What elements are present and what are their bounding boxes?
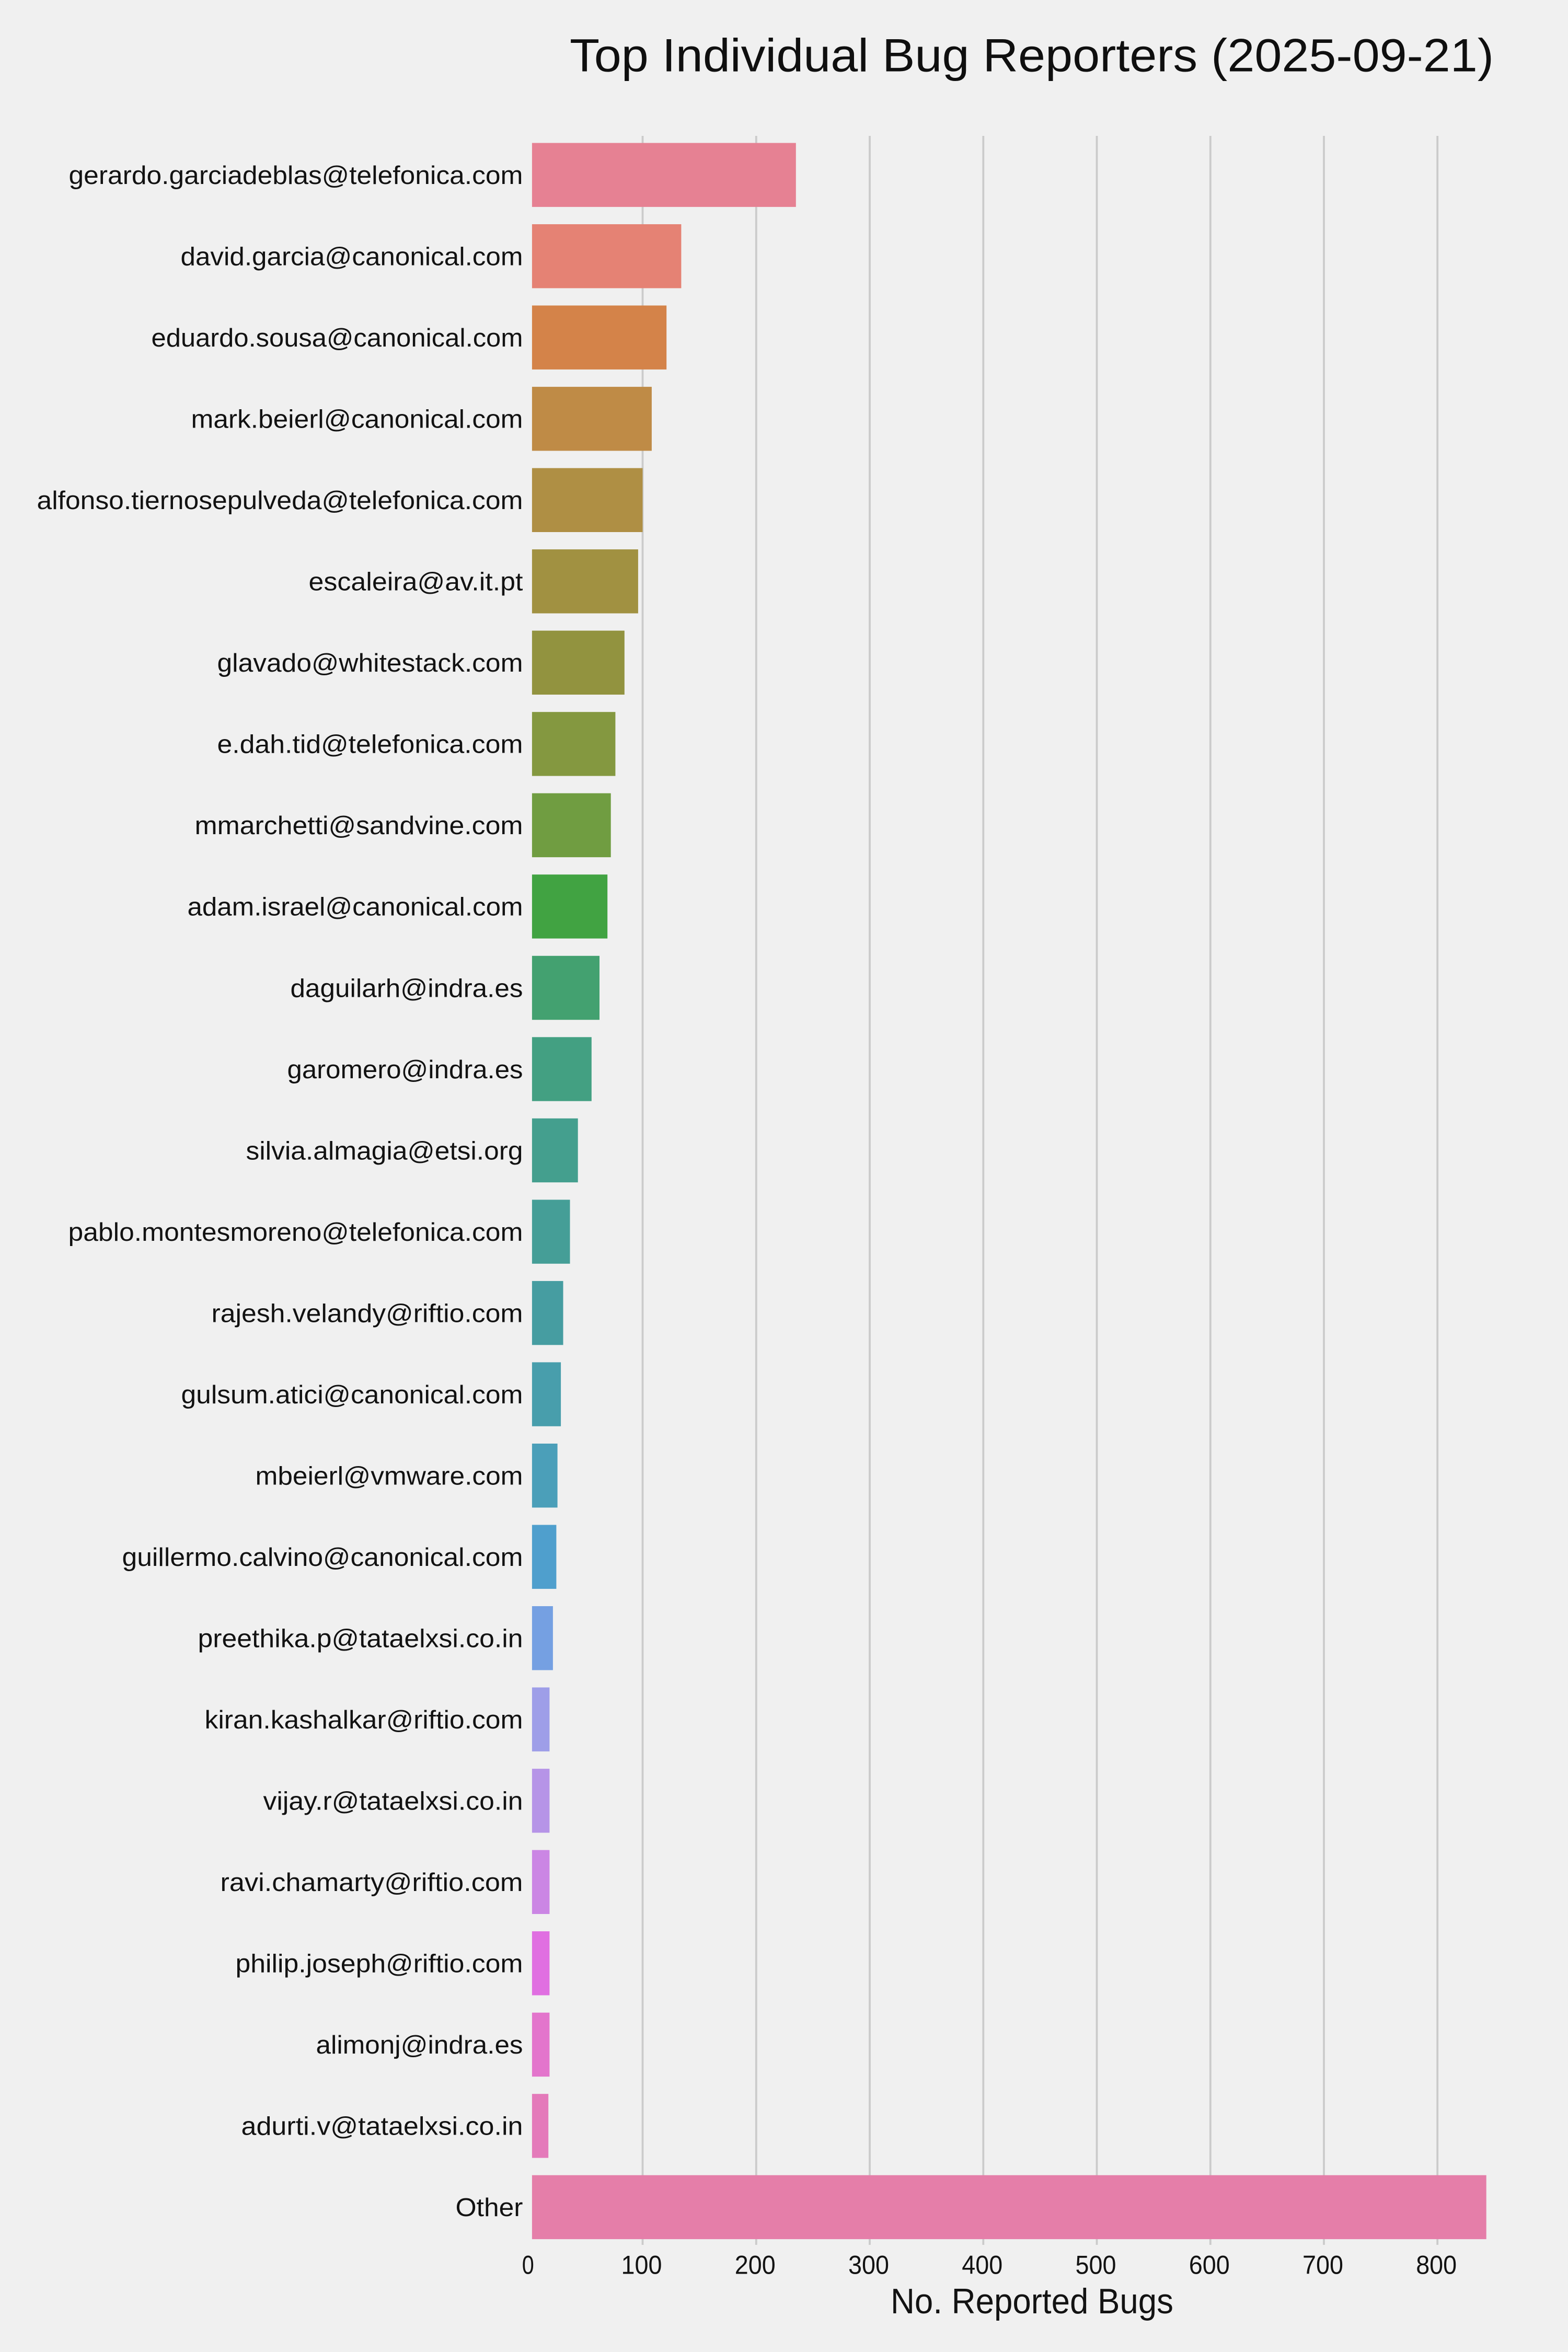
svg-text:david.garcia@canonical.com: david.garcia@canonical.com [181, 243, 523, 271]
svg-text:800: 800 [1416, 2251, 1457, 2280]
svg-text:Top Individual Bug Reporters (: Top Individual Bug Reporters (2025-09-21… [570, 29, 1494, 81]
svg-text:600: 600 [1189, 2251, 1230, 2280]
svg-text:adurti.v@tataelxsi.co.in: adurti.v@tataelxsi.co.in [241, 2112, 523, 2141]
svg-text:kiran.kashalkar@riftio.com: kiran.kashalkar@riftio.com [205, 1705, 523, 1734]
svg-text:400: 400 [962, 2251, 1002, 2280]
svg-text:700: 700 [1302, 2251, 1343, 2280]
svg-text:escaleira@av.it.pt: escaleira@av.it.pt [309, 568, 523, 596]
svg-text:glavado@whitestack.com: glavado@whitestack.com [217, 649, 523, 677]
svg-text:200: 200 [735, 2251, 776, 2280]
svg-text:daguilarh@indra.es: daguilarh@indra.es [291, 974, 523, 1002]
svg-text:mmarchetti@sandvine.com: mmarchetti@sandvine.com [195, 811, 523, 840]
svg-text:0: 0 [522, 2251, 534, 2280]
svg-text:500: 500 [1076, 2251, 1116, 2280]
svg-text:eduardo.sousa@canonical.com: eduardo.sousa@canonical.com [152, 324, 523, 352]
svg-text:alimonj@indra.es: alimonj@indra.es [316, 2031, 523, 2059]
svg-text:gerardo.garciadeblas@telefonic: gerardo.garciadeblas@telefonica.com [69, 161, 523, 190]
svg-text:adam.israel@canonical.com: adam.israel@canonical.com [188, 893, 523, 921]
svg-text:gulsum.atici@canonical.com: gulsum.atici@canonical.com [181, 1380, 523, 1409]
svg-text:pablo.montesmoreno@telefonica.: pablo.montesmoreno@telefonica.com [68, 1218, 523, 1247]
svg-text:mbeierl@vmware.com: mbeierl@vmware.com [256, 1462, 523, 1491]
svg-text:No. Reported Bugs: No. Reported Bugs [891, 2281, 1173, 2321]
svg-text:silvia.almagia@etsi.org: silvia.almagia@etsi.org [246, 1136, 523, 1165]
svg-text:e.dah.tid@telefonica.com: e.dah.tid@telefonica.com [217, 730, 523, 759]
svg-text:alfonso.tiernosepulveda@telefo: alfonso.tiernosepulveda@telefonica.com [37, 486, 523, 515]
svg-text:rajesh.velandy@riftio.com: rajesh.velandy@riftio.com [212, 1299, 523, 1328]
svg-text:guillermo.calvino@canonical.co: guillermo.calvino@canonical.com [122, 1543, 523, 1572]
svg-text:philip.joseph@riftio.com: philip.joseph@riftio.com [236, 1950, 523, 1978]
svg-text:garomero@indra.es: garomero@indra.es [287, 1055, 523, 1084]
svg-text:preethika.p@tataelxsi.co.in: preethika.p@tataelxsi.co.in [198, 1624, 523, 1653]
svg-text:mark.beierl@canonical.com: mark.beierl@canonical.com [191, 405, 523, 434]
svg-text:100: 100 [621, 2251, 662, 2280]
svg-text:Other: Other [456, 2193, 523, 2222]
svg-text:300: 300 [848, 2251, 889, 2280]
svg-text:vijay.r@tataelxsi.co.in: vijay.r@tataelxsi.co.in [263, 1787, 523, 1816]
svg-text:ravi.chamarty@riftio.com: ravi.chamarty@riftio.com [221, 1868, 523, 1897]
